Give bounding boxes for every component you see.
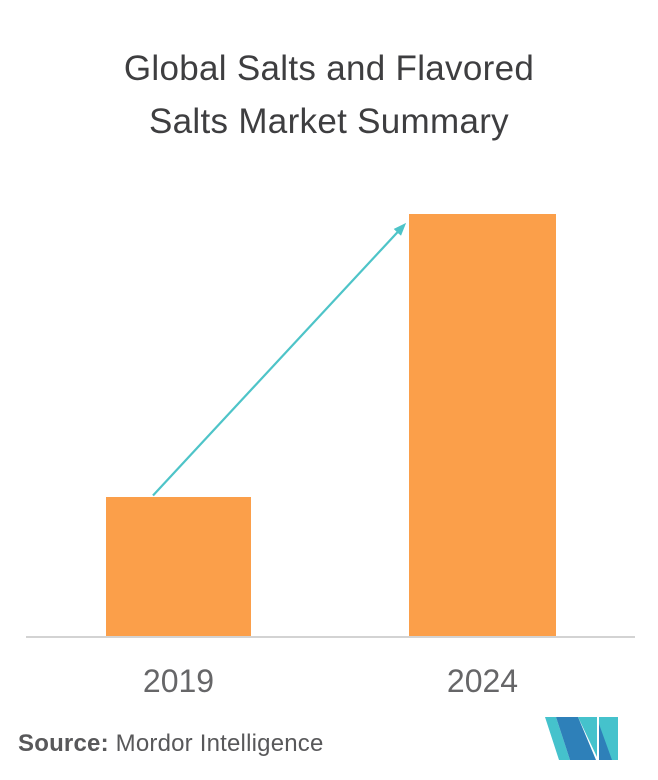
logo-right-triangle-shape [599, 724, 612, 760]
growth-arrow-line [152, 222, 407, 497]
bar-2024 [409, 214, 556, 637]
source-label: Source: [18, 730, 109, 757]
mordor-intelligence-logo [545, 717, 618, 760]
chart-title-line2: Salts Market Summary [149, 102, 509, 141]
x-tick-label-2019: 2019 [142, 663, 215, 699]
chart-title-line1: Global Salts and Flavored [123, 49, 535, 88]
logo-left-stroke-shape [545, 717, 570, 760]
logo-upper-triangle-shape [578, 717, 597, 757]
bar-2019 [106, 497, 251, 637]
source-note: Source: Mordor Intelligence [18, 730, 324, 758]
x-axis-line [26, 636, 635, 638]
chart-title: Global Salts and Flavored Salts Market Su… [0, 42, 658, 148]
source-value: Mordor Intelligence [115, 730, 324, 757]
logo-middle-stroke-shape [556, 717, 596, 760]
x-tick-label-2024: 2024 [446, 663, 519, 699]
